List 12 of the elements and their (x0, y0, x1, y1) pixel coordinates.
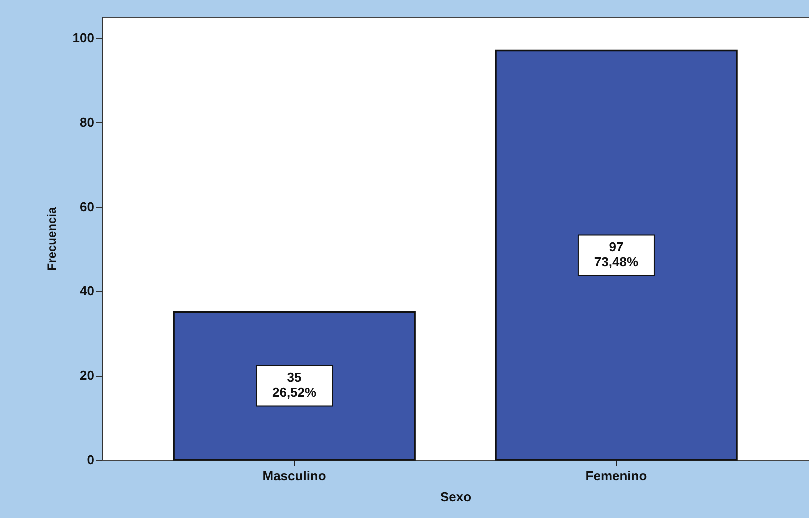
data-label: 35 26,52% (272, 370, 318, 400)
y-tick-label: 20 (80, 368, 94, 384)
y-tick-label: 0 (87, 452, 94, 468)
y-tick-label: 40 (80, 284, 94, 299)
y-tick-label: 100 (72, 30, 94, 46)
y-tick-label: 60 (80, 199, 94, 214)
x-axis-title: Sexo (440, 490, 472, 504)
y-tick-label: 80 (80, 114, 94, 130)
y-axis-title: Frecuencia (44, 207, 59, 271)
data-label: 97 73,48% (594, 239, 639, 270)
x-tick-label: Femenino (586, 468, 648, 484)
x-tick-label: Masculino (262, 468, 326, 484)
